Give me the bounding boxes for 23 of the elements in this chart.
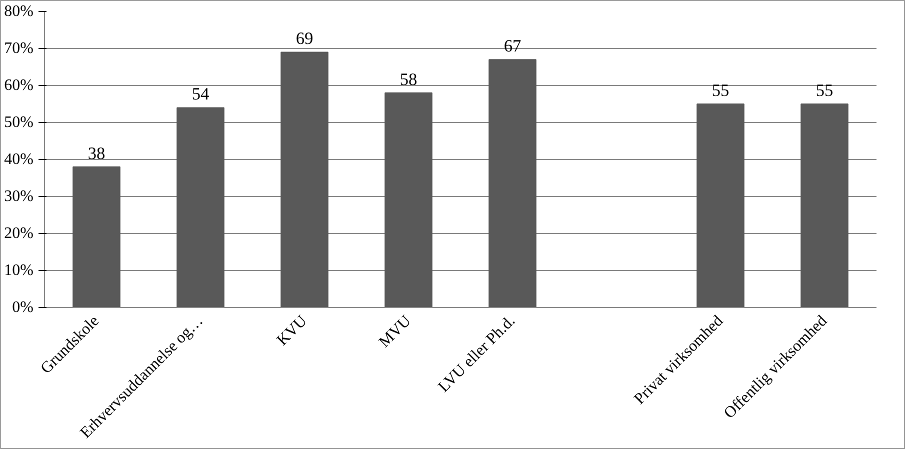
y-tick-label: 50% — [4, 114, 34, 131]
bar — [696, 104, 744, 308]
bar — [280, 52, 328, 308]
y-tick-label: 30% — [4, 188, 34, 205]
y-tick-label: 80% — [4, 3, 34, 20]
y-tick-label: 0% — [12, 299, 34, 316]
y-tick-label: 70% — [4, 40, 34, 57]
y-tick-label: 40% — [4, 151, 34, 168]
data-label: 67 — [504, 36, 522, 56]
data-label: 38 — [88, 144, 106, 163]
bar — [72, 166, 120, 308]
data-label: 54 — [192, 84, 210, 104]
data-label: 58 — [400, 70, 418, 89]
data-label: 69 — [296, 29, 314, 48]
bar — [488, 59, 536, 308]
y-tick-label: 10% — [4, 262, 34, 279]
data-label: 55 — [712, 81, 730, 100]
y-tick-label: 60% — [4, 77, 34, 94]
data-label: 55 — [816, 81, 834, 100]
y-tick-label: 20% — [4, 225, 34, 242]
bar — [176, 107, 224, 308]
bar — [800, 104, 848, 308]
bar — [384, 92, 432, 308]
